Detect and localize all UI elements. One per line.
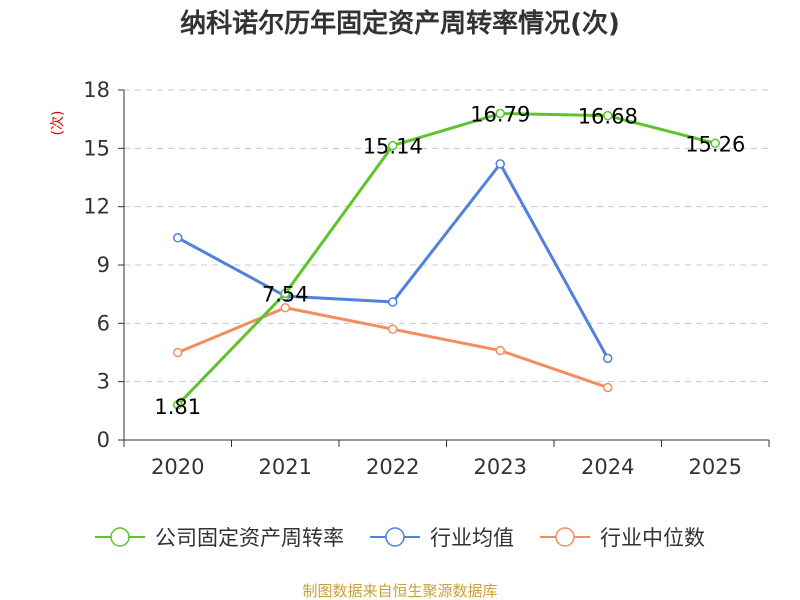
y-tick-label: 9 — [97, 253, 110, 277]
y-tick-label: 15 — [83, 136, 110, 160]
legend-marker — [555, 527, 575, 547]
axis-layer: 0 3 6 9 12 15 18 2020 2021 2022 2023 2024 2025 — [83, 78, 770, 479]
data-point — [388, 297, 398, 307]
series-0 — [173, 108, 720, 410]
y-tick-label: 12 — [83, 195, 110, 219]
data-label-layer: 1.81 7.54 15.14 16.79 16.68 15.26 — [154, 103, 745, 419]
data-label: 7.54 — [262, 282, 309, 306]
legend-item: 行业均值 — [370, 526, 514, 550]
x-tick-label: 2024 — [581, 455, 634, 479]
series-line — [177, 306, 609, 389]
legend-label: 公司固定资产周转率 — [155, 526, 344, 550]
legend-item: 公司固定资产周转率 — [95, 526, 344, 550]
x-tick-label: 2025 — [689, 455, 742, 479]
legend-label: 行业均值 — [430, 526, 514, 550]
series-line — [176, 112, 716, 406]
data-point — [173, 233, 183, 243]
data-point — [495, 345, 505, 356]
y-tick-label: 18 — [83, 78, 110, 102]
data-point — [495, 159, 505, 169]
grid-layer — [124, 89, 769, 383]
data-point — [280, 288, 290, 299]
legend-marker — [385, 527, 405, 547]
data-point — [173, 400, 183, 410]
data-point — [710, 138, 720, 149]
data-point — [603, 382, 613, 393]
data-point — [388, 324, 398, 334]
series-layer — [173, 108, 720, 410]
data-label: 15.26 — [685, 132, 745, 156]
data-label: 16.79 — [470, 103, 530, 127]
chart-title: 纳科诺尔历年固定资产周转率情况(次) — [180, 8, 620, 39]
source-note: 制图数据来自恒生聚源数据库 — [302, 582, 497, 600]
x-tick-label: 2023 — [474, 455, 527, 479]
legend: 公司固定资产周转率 行业均值 行业中位数 — [95, 526, 705, 550]
legend-marker — [110, 527, 130, 547]
y-tick-label: 0 — [97, 428, 110, 452]
legend-label: 行业中位数 — [600, 526, 705, 550]
series-2 — [173, 303, 613, 393]
data-point — [173, 347, 183, 358]
data-label: 1.81 — [154, 395, 201, 419]
x-tick-label: 2022 — [366, 455, 419, 479]
y-axis-label: (次) — [50, 111, 66, 136]
y-tick-label: 6 — [97, 311, 110, 335]
data-point — [495, 108, 505, 119]
series-1 — [173, 159, 613, 364]
x-tick-label: 2020 — [151, 455, 204, 479]
legend-item: 行业中位数 — [540, 526, 705, 550]
data-point — [388, 140, 398, 151]
data-label: 16.68 — [578, 105, 638, 129]
data-point — [603, 110, 613, 121]
data-label: 15.14 — [363, 135, 423, 159]
data-point — [280, 303, 290, 313]
data-point — [603, 353, 613, 364]
y-tick-label: 3 — [97, 370, 110, 394]
x-tick-label: 2021 — [259, 455, 312, 479]
